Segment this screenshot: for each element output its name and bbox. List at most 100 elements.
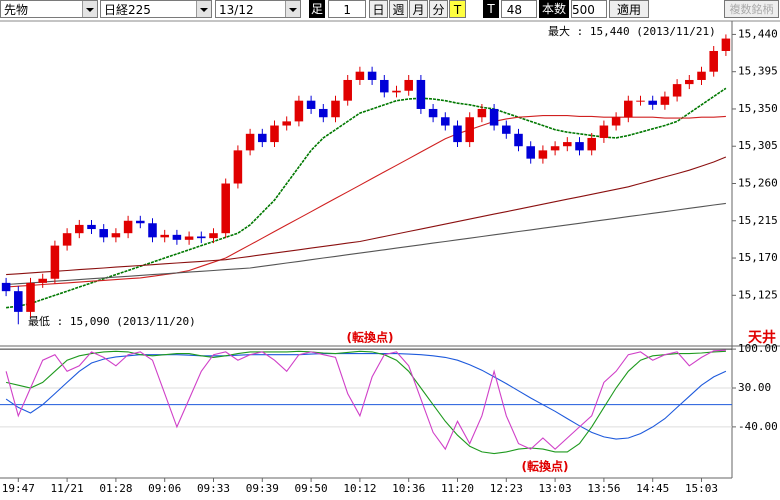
candle-body	[489, 108, 499, 126]
count-value[interactable]: 500	[571, 0, 607, 18]
y-tick-label: 15,260	[738, 177, 778, 190]
candle-body	[99, 229, 108, 238]
candle-body	[209, 233, 218, 239]
x-tick-label: 15:03	[685, 482, 718, 495]
candle-body	[465, 117, 474, 143]
candle-body	[453, 125, 462, 143]
candle-body	[355, 71, 365, 80]
y-tick-label: 15,440	[738, 27, 778, 40]
contract-select[interactable]: 13/12	[215, 0, 301, 18]
candle-body	[294, 100, 304, 122]
tick-value[interactable]: 48	[501, 0, 537, 18]
bar-label: 足	[309, 0, 325, 18]
candle-body	[685, 79, 694, 85]
x-tick-label: 11:20	[441, 482, 474, 495]
candle-body	[587, 137, 596, 151]
x-tick-label: 09:50	[295, 482, 328, 495]
candle-body	[611, 117, 621, 126]
candle-body	[26, 282, 35, 312]
candle-body	[441, 117, 450, 126]
candle-body	[14, 291, 23, 312]
candle-body	[514, 133, 523, 147]
y-tick-label: 15,350	[738, 102, 778, 115]
candle-body	[392, 90, 401, 93]
candle-body	[380, 79, 389, 93]
candle-body	[428, 108, 438, 118]
candle-body	[721, 38, 731, 51]
y-tick-label: -40.00	[738, 420, 778, 433]
count-label: 本数	[539, 0, 569, 18]
candle-body	[636, 100, 645, 102]
candle-body	[123, 220, 133, 234]
candle-body	[233, 150, 243, 184]
y-tick-label: 100.00	[738, 342, 778, 355]
turn-annotation: (転換点)	[522, 459, 569, 474]
x-tick-label: 19:47	[2, 482, 35, 495]
candle-body	[660, 96, 670, 105]
max-annotation: 最大 : 15,440 (2013/11/21)	[548, 24, 716, 38]
candle-body	[502, 125, 511, 134]
candle-body	[184, 236, 194, 240]
turn-annotation: (転換点)	[347, 330, 394, 345]
apply-button[interactable]: 適用	[609, 0, 649, 18]
x-tick-label: 14:45	[636, 482, 669, 495]
market-select[interactable]: 先物	[0, 0, 98, 18]
candle-body	[599, 125, 609, 138]
period-button[interactable]: 月	[409, 0, 428, 18]
candle-body	[538, 150, 548, 159]
x-tick-label: 09:39	[246, 482, 279, 495]
candle-body	[87, 224, 96, 230]
candle-body	[50, 245, 60, 279]
period-button[interactable]: 分	[429, 0, 448, 18]
candle-body	[62, 233, 72, 246]
tick-label: T	[483, 0, 499, 18]
period-button[interactable]: T	[449, 0, 466, 18]
candle-body	[111, 233, 121, 238]
min-annotation: 最低 : 15,090 (2013/11/20)	[28, 315, 196, 328]
candle-body	[319, 108, 328, 118]
candle-body	[136, 220, 145, 224]
candle-body	[367, 71, 377, 80]
y-tick-label: 15,215	[738, 214, 778, 227]
candle-body	[148, 223, 157, 238]
y-tick-label: 15,305	[738, 139, 778, 152]
period-button[interactable]: 日	[369, 0, 388, 18]
x-tick-label: 13:03	[539, 482, 572, 495]
candle-body	[563, 142, 572, 147]
series-line	[5, 350, 726, 455]
x-tick-label: 10:12	[343, 482, 376, 495]
candle-body	[1, 282, 11, 292]
x-tick-label: 11/21	[51, 482, 84, 495]
index: 日経225	[104, 3, 151, 17]
candle-body	[306, 100, 316, 109]
series-line	[6, 115, 726, 288]
candle-body	[404, 79, 413, 91]
contract: 13/12	[219, 3, 254, 17]
x-tick-label: 01:28	[99, 482, 132, 495]
candle-body	[550, 146, 560, 151]
series-line	[5, 349, 726, 451]
multi-button[interactable]: 複数銘柄	[724, 0, 779, 18]
bar-size[interactable]: 1	[328, 0, 366, 18]
period-button[interactable]: 週	[389, 0, 408, 18]
top-annotation: 天井	[748, 329, 776, 346]
candle-body	[697, 71, 706, 80]
candle-body	[38, 278, 47, 283]
index-select[interactable]: 日経225	[100, 0, 212, 18]
candle-body	[477, 108, 487, 118]
candle-body	[709, 50, 718, 72]
y-tick-label: 15,170	[738, 251, 778, 264]
series-line	[6, 156, 727, 276]
y-tick-label: 15,395	[738, 65, 778, 78]
market: 先物	[4, 3, 29, 17]
candle-body	[270, 125, 279, 143]
candle-body	[526, 146, 535, 159]
candle-body	[331, 100, 340, 118]
x-tick-label: 12:23	[490, 482, 523, 495]
x-tick-label: 10:36	[392, 482, 425, 495]
candle-body	[75, 224, 84, 234]
y-tick-label: 30.00	[738, 381, 771, 394]
